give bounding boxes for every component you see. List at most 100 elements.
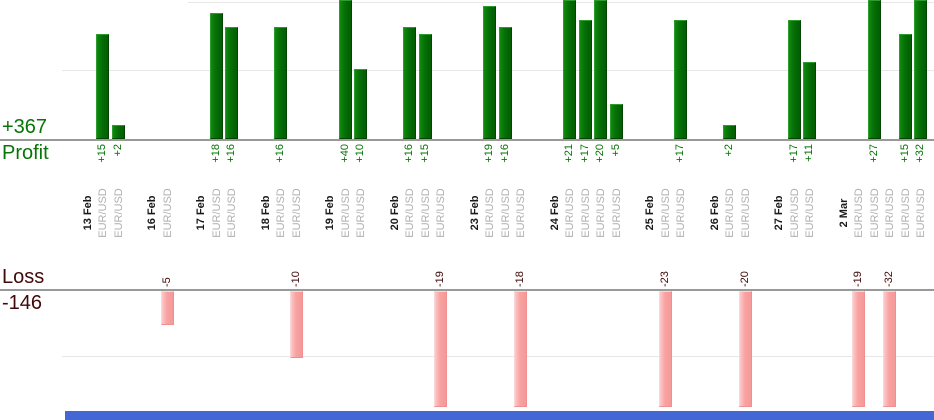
symbol-label: EUR/USD — [404, 188, 416, 238]
profit-axis-line — [0, 139, 934, 141]
loss-gridline-10 — [62, 356, 934, 357]
loss-value-label: -32 — [883, 271, 895, 287]
date-label: 24 Feb — [548, 195, 561, 231]
profit-bar — [225, 27, 238, 139]
profit-value-label: +21 — [563, 144, 575, 163]
symbol-label: EUR/USD — [339, 188, 352, 238]
profit-bar — [483, 6, 496, 139]
profit-value-label: +16 — [225, 144, 237, 163]
profit-value-label: +18 — [209, 144, 222, 163]
symbol-label: EUR/USD — [675, 188, 687, 238]
loss-value-label: -18 — [514, 271, 526, 287]
date-label: 18 Feb — [259, 195, 272, 231]
symbol-label: EUR/USD — [515, 188, 527, 238]
loss-section-label: Loss — [2, 266, 45, 288]
symbol-label: EUR/USD — [853, 188, 865, 238]
profit-bar — [274, 27, 287, 139]
profit-bar — [403, 27, 416, 139]
profit-bar — [609, 104, 623, 139]
profit-bar — [111, 125, 125, 139]
loss-axis-line — [0, 289, 934, 291]
symbol-label: EUR/USD — [435, 188, 447, 238]
profit-value-label: +2 — [723, 144, 735, 157]
profit-value-label: +17 — [787, 144, 800, 163]
profit-bar — [914, 0, 927, 139]
profit-bar — [209, 13, 223, 139]
profit-total-label: +367 — [2, 116, 48, 138]
profit-value-label: +16 — [403, 144, 415, 163]
profit-section-label: Profit — [2, 142, 49, 164]
profit-bar — [803, 62, 816, 139]
symbol-label: EUR/USD — [112, 188, 125, 238]
loss-value-label: -19 — [852, 271, 864, 287]
profit-gridline-10 — [62, 70, 934, 71]
symbol-label: EUR/USD — [290, 188, 303, 238]
symbol-label: EUR/USD — [899, 188, 912, 238]
symbol-label: EUR/USD — [275, 188, 287, 238]
loss-bar — [514, 291, 527, 407]
profit-value-label: +40 — [338, 144, 351, 163]
profit-bar — [787, 20, 801, 139]
date-label: 16 Feb — [146, 195, 158, 231]
profit-bar — [418, 34, 432, 139]
profit-bar — [578, 20, 592, 139]
profit-bar — [898, 34, 912, 139]
date-label: 13 Feb — [81, 195, 94, 231]
date-label: 2 Mar — [837, 198, 850, 228]
bottom-section-strip — [65, 411, 934, 420]
profit-value-label: +15 — [898, 144, 911, 163]
symbol-label: EUR/USD — [97, 188, 109, 238]
symbol-label: EUR/USD — [226, 188, 238, 238]
symbol-label: EUR/USD — [579, 188, 592, 238]
date-label: 20 Feb — [388, 195, 401, 231]
profit-value-label: +5 — [609, 144, 622, 157]
loss-value-label: -20 — [738, 271, 751, 287]
profit-bar — [674, 20, 687, 139]
profit-value-label: +15 — [96, 144, 108, 163]
date-label: 17 Feb — [195, 195, 207, 231]
loss-bar — [852, 291, 865, 407]
profit-value-label: +16 — [498, 144, 511, 163]
profit-bar — [354, 69, 367, 139]
loss-bar — [160, 291, 174, 325]
symbol-label: EUR/USD — [595, 188, 607, 238]
profit-value-label: +10 — [354, 144, 366, 163]
date-label: 23 Feb — [468, 195, 481, 231]
loss-bar — [658, 291, 672, 407]
profit-value-label: +27 — [867, 144, 880, 163]
loss-value-label: -23 — [658, 271, 671, 287]
profit-bar — [563, 0, 576, 139]
date-label: 25 Feb — [644, 195, 656, 231]
symbol-label: EUR/USD — [499, 188, 512, 238]
symbol-label: EUR/USD — [659, 188, 672, 238]
loss-value-label: -19 — [434, 271, 446, 287]
loss-bar — [289, 291, 303, 358]
date-label: 26 Feb — [708, 195, 721, 231]
symbol-label: EUR/USD — [564, 188, 576, 238]
profit-bar — [867, 0, 881, 139]
date-label: 19 Feb — [324, 195, 336, 231]
symbol-label: EUR/USD — [868, 188, 881, 238]
profit-value-label: +17 — [674, 144, 686, 163]
profit-value-label: +11 — [803, 144, 815, 162]
profit-bar — [338, 0, 352, 139]
symbol-label: EUR/USD — [610, 188, 623, 238]
symbol-label: EUR/USD — [804, 188, 816, 238]
profit-value-label: +2 — [111, 144, 124, 157]
profit-value-label: +32 — [914, 144, 926, 163]
loss-total-label: -146 — [2, 292, 43, 314]
profit-gridline-20 — [188, 2, 934, 3]
date-label: 27 Feb — [773, 195, 785, 231]
profit-value-label: +15 — [418, 144, 431, 163]
profit-value-label: +19 — [483, 144, 495, 163]
profit-bar — [96, 34, 109, 139]
loss-bar — [738, 291, 752, 407]
loss-bar — [434, 291, 447, 407]
symbol-label: EUR/USD — [161, 188, 174, 238]
symbol-label: EUR/USD — [484, 188, 496, 238]
profit-value-label: +17 — [578, 144, 591, 163]
profit-value-label: +16 — [274, 144, 286, 163]
symbol-label: EUR/USD — [915, 188, 927, 238]
loss-value-label: -5 — [160, 277, 173, 287]
